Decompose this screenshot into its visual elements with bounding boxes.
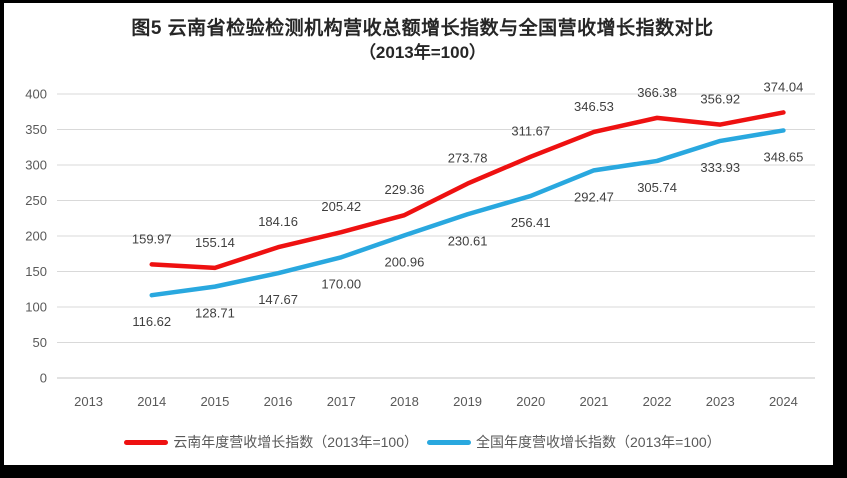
data-label: 128.71 bbox=[195, 306, 235, 321]
data-label: 346.53 bbox=[574, 99, 614, 114]
legend-item-national: 全国年度营收增长指数（2013年=100） bbox=[427, 432, 721, 452]
data-label: 170.00 bbox=[321, 276, 361, 291]
y-tick-label: 400 bbox=[25, 87, 47, 102]
y-tick-label: 350 bbox=[25, 122, 47, 137]
legend-label-yunnan: 云南年度营收增长指数（2013年=100） bbox=[173, 434, 418, 450]
y-tick-label: 50 bbox=[33, 335, 47, 350]
x-tick-label: 2015 bbox=[200, 394, 229, 409]
chart-title-line2: （2013年=100） bbox=[358, 43, 487, 62]
y-tick-label: 150 bbox=[25, 264, 47, 279]
data-label: 256.41 bbox=[511, 215, 551, 230]
data-label: 333.93 bbox=[700, 160, 740, 175]
data-label: 311.67 bbox=[511, 124, 550, 139]
data-label: 200.96 bbox=[385, 254, 425, 269]
x-tick-label: 2019 bbox=[453, 394, 482, 409]
y-tick-label: 100 bbox=[25, 300, 47, 315]
data-label: 273.78 bbox=[448, 151, 488, 166]
data-label: 305.74 bbox=[637, 180, 677, 195]
y-tick-label: 300 bbox=[25, 158, 47, 173]
data-label: 184.16 bbox=[258, 214, 298, 229]
x-tick-label: 2023 bbox=[706, 394, 735, 409]
data-label: 366.38 bbox=[637, 85, 677, 100]
chart-title-line1: 图5 云南省检验检测机构营收总额增长指数与全国营收增长指数对比 bbox=[131, 18, 714, 39]
legend-swatch-yunnan bbox=[124, 439, 169, 445]
data-label: 155.14 bbox=[195, 235, 235, 250]
x-tick-label: 2017 bbox=[327, 394, 356, 409]
data-label: 374.04 bbox=[764, 79, 804, 94]
data-label: 292.47 bbox=[574, 189, 614, 204]
y-tick-label: 0 bbox=[40, 371, 47, 386]
legend-item-yunnan: 云南年度营收增长指数（2013年=100） bbox=[124, 432, 418, 452]
legend-label-national: 全国年度营收增长指数（2013年=100） bbox=[476, 434, 721, 450]
series-line-yunnan bbox=[149, 110, 786, 271]
data-label: 356.92 bbox=[700, 92, 740, 107]
x-tick-label: 2018 bbox=[390, 394, 419, 409]
x-tick-label: 2021 bbox=[579, 394, 608, 409]
data-label: 230.61 bbox=[448, 233, 488, 248]
x-tick-label: 2016 bbox=[264, 394, 293, 409]
x-tick-label: 2013 bbox=[74, 394, 103, 409]
chart-canvas: 图5 云南省检验检测机构营收总额增长指数与全国营收增长指数对比 （2013年=1… bbox=[4, 3, 833, 465]
x-tick-label: 2014 bbox=[137, 394, 166, 409]
x-tick-label: 2024 bbox=[769, 394, 798, 409]
data-label: 348.65 bbox=[764, 149, 804, 164]
chart-title: 图5 云南省检验检测机构营收总额增长指数与全国营收增长指数对比 （2013年=1… bbox=[8, 16, 837, 64]
x-tick-label: 2020 bbox=[516, 394, 545, 409]
data-label: 116.62 bbox=[132, 314, 171, 329]
data-label: 159.97 bbox=[132, 231, 172, 246]
chart-legend: 云南年度营收增长指数（2013年=100） 全国年度营收增长指数（2013年=1… bbox=[8, 432, 837, 452]
y-tick-label: 250 bbox=[25, 193, 47, 208]
data-label: 205.42 bbox=[321, 199, 361, 214]
x-tick-label: 2022 bbox=[643, 394, 672, 409]
y-tick-label: 200 bbox=[25, 229, 47, 244]
data-label: 229.36 bbox=[385, 182, 425, 197]
legend-swatch-national bbox=[427, 439, 471, 445]
data-label: 147.67 bbox=[258, 292, 298, 307]
series-line-national bbox=[149, 128, 786, 298]
